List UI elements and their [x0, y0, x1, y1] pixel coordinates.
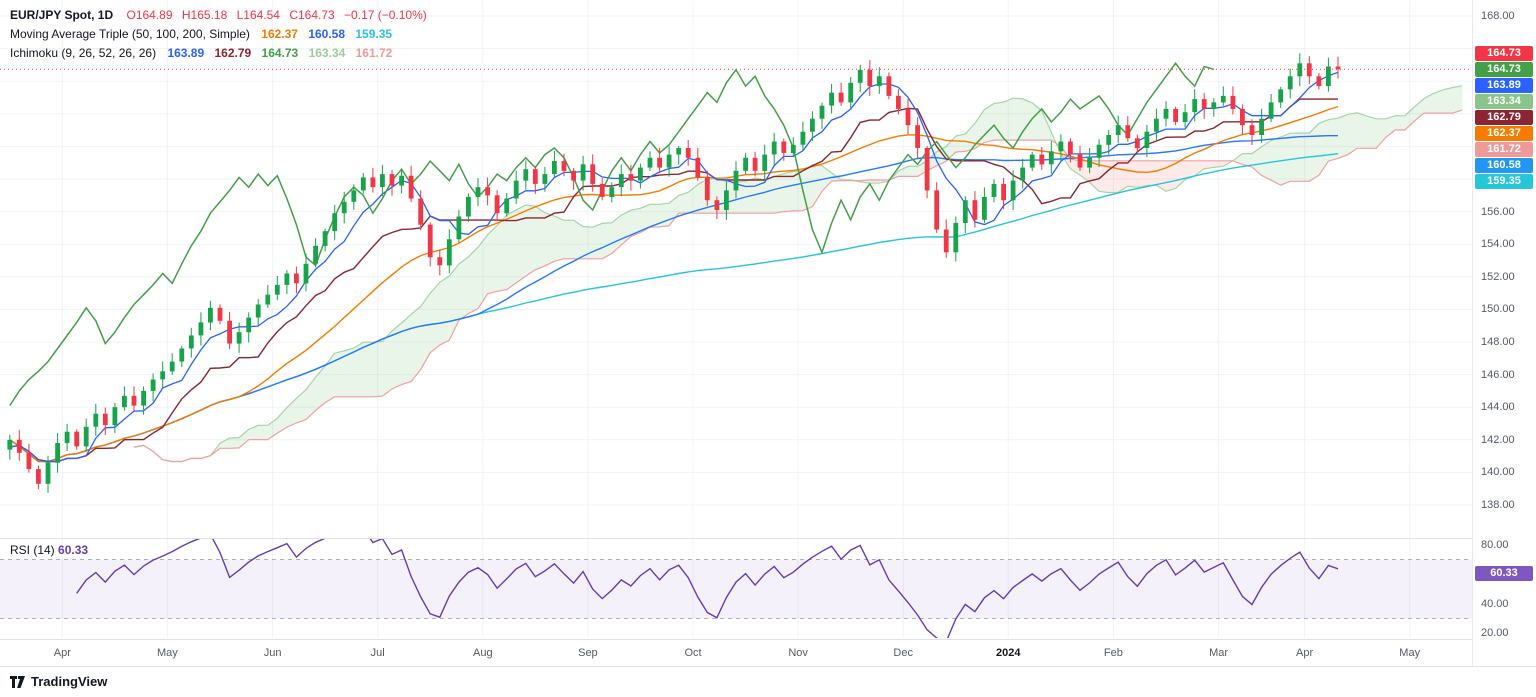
tradingview-brand[interactable]: TradingView: [31, 674, 108, 689]
rsi-value: 60.33: [58, 543, 89, 557]
ma100-value: 160.58: [308, 27, 346, 41]
price-tick: 144.00: [1481, 401, 1515, 414]
price-tag: 163.34: [1475, 94, 1533, 109]
rsi-pane[interactable]: RSI (14) 60.33: [0, 538, 1472, 639]
month-label: Jul: [370, 647, 385, 659]
ichimoku-legend: Ichimoku (9, 26, 52, 26, 26) 163.89 162.…: [10, 44, 433, 62]
price-tick: 148.00: [1481, 336, 1515, 348]
month-label: Sep: [578, 647, 598, 659]
change-value: −0.17 (−0.10%): [344, 8, 427, 22]
ohlc-close: C164.73: [289, 8, 335, 22]
ohlc-high: H165.18: [181, 8, 228, 22]
price-tag: 162.37: [1475, 126, 1533, 141]
price-axis[interactable]: 168.00 156.00 154.00 152.00 150.00 148.00 146.…: [1472, 0, 1536, 666]
tenkan-value: 163.89: [167, 46, 205, 60]
month-label: Oct: [684, 647, 702, 659]
price-tick: 152.00: [1481, 270, 1515, 283]
month-label: 2024: [996, 647, 1021, 659]
month-label: Feb: [1103, 647, 1123, 659]
month-label: May: [157, 647, 178, 659]
chikou-value: 164.73: [261, 46, 299, 60]
month-label: Jun: [263, 647, 282, 659]
month-label: Mar: [1209, 647, 1229, 659]
price-tag: 162.79: [1475, 110, 1533, 125]
month-label: Dec: [893, 647, 913, 659]
price-tag: 164.73: [1475, 46, 1533, 61]
rsi-tick: 80.00: [1481, 538, 1509, 551]
price-tag: 160.58: [1475, 158, 1533, 173]
price-tag: 164.73: [1475, 62, 1533, 77]
candles-layer: [7, 53, 1341, 493]
price-tick: 146.00: [1481, 368, 1515, 381]
price-tag: 161.72: [1475, 142, 1533, 157]
price-chart-canvas[interactable]: [0, 0, 1472, 538]
month-label: May: [1399, 647, 1421, 659]
month-label: Aug: [473, 647, 493, 659]
symbol-title[interactable]: EUR/JPY Spot, 1D: [10, 8, 114, 22]
grid-layer: [0, 0, 1472, 538]
ma-triple-title[interactable]: Moving Average Triple (50, 100, 200, Sim…: [10, 27, 250, 41]
ohlc-open: O164.89: [126, 8, 173, 22]
ichimoku-lines-layer: [9, 62, 1339, 463]
price-tick: 138.00: [1481, 499, 1515, 511]
tradingview-logo-icon[interactable]: [10, 675, 25, 688]
price-tick: 168.00: [1481, 10, 1515, 22]
time-axis[interactable]: Apr May Jun Jul Aug Sep Oct Nov Dec 2024 Feb Mar Apr…: [0, 639, 1472, 667]
price-tick: 154.00: [1481, 238, 1515, 251]
price-tick: 156.00: [1481, 205, 1515, 218]
price-tick: 150.00: [1481, 303, 1515, 316]
month-label: Nov: [788, 647, 808, 659]
rsi-tick: 20.00: [1481, 627, 1509, 640]
rsi-chart-canvas[interactable]: [0, 539, 1472, 638]
month-label: Apr: [1296, 647, 1314, 659]
kijun-value: 162.79: [214, 46, 252, 60]
month-label: Apr: [53, 647, 71, 659]
price-tag: 159.35: [1475, 174, 1533, 189]
senkou-a-value: 163.34: [308, 46, 346, 60]
price-tick: 142.00: [1481, 433, 1515, 446]
price-pane[interactable]: EUR/JPY Spot, 1D O164.89 H165.18 L164.54…: [0, 0, 1472, 538]
ichimoku-title[interactable]: Ichimoku (9, 26, 52, 26, 26): [10, 46, 157, 60]
symbol-legend: EUR/JPY Spot, 1D O164.89 H165.18 L164.54…: [10, 6, 433, 24]
price-tag: 163.89: [1475, 78, 1533, 93]
ma50-value: 162.37: [261, 27, 298, 41]
moving-averages-layer: [9, 105, 1339, 463]
rsi-tick: 40.00: [1481, 597, 1509, 610]
rsi-value-tag: 60.33: [1475, 566, 1533, 582]
legend: EUR/JPY Spot, 1D O164.89 H165.18 L164.54…: [10, 6, 433, 63]
rsi-legend: RSI (14) 60.33: [10, 543, 95, 557]
footer-bar: TradingView: [0, 666, 1536, 696]
price-tick: 140.00: [1481, 466, 1515, 479]
ma-triple-legend: Moving Average Triple (50, 100, 200, Sim…: [10, 25, 433, 43]
senkou-b-value: 161.72: [355, 46, 393, 60]
rsi-line: [76, 539, 1339, 638]
rsi-title[interactable]: RSI (14): [10, 543, 55, 557]
ma200-value: 159.35: [355, 27, 393, 41]
ohlc-low: L164.54: [236, 8, 280, 22]
